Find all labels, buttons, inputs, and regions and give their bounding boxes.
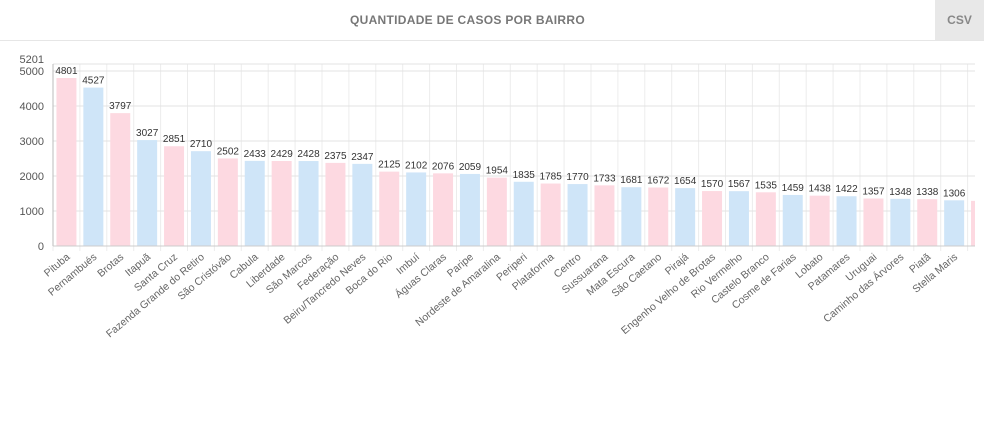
bar-value-label: 1 [978,189,984,200]
bar-value-label: 3797 [109,101,132,112]
bar-value-label: 1348 [889,187,912,198]
bar [486,177,507,246]
bar-value-label: 1535 [755,180,778,191]
y-tick-label: 4000 [20,101,44,113]
bar-value-label: 1422 [835,184,858,195]
y-tick-label: 5201 [20,54,44,66]
bar [137,140,158,246]
y-tick-label: 1000 [20,206,44,218]
bar-value-label: 2428 [297,149,320,160]
bar-value-label: 2102 [405,160,428,171]
bar-value-label: 2851 [163,134,186,145]
bar [648,187,669,246]
bar [621,187,642,246]
bar [406,172,427,246]
bar-value-label: 1570 [701,179,724,190]
bar [675,188,696,246]
bar-value-label: 1733 [593,173,616,184]
bar [271,161,292,246]
bar-value-label: 1672 [647,175,670,186]
bar-value-label: 2347 [351,152,374,163]
bar [836,196,857,246]
bar-value-label: 1306 [943,188,966,199]
bar [890,198,911,246]
bar-value-label: 1459 [782,183,805,194]
y-tick-label: 5000 [20,66,44,78]
bar [944,200,965,246]
bar-value-label: 2433 [244,149,267,160]
bar [702,191,723,246]
y-tick-label: 2000 [20,171,44,183]
bar [352,163,373,246]
bar [540,183,561,246]
bar-value-label: 1835 [513,170,536,181]
bar [379,171,400,246]
csv-export-button[interactable]: CSV [935,0,984,40]
bar-value-label: 2375 [324,151,347,162]
x-tick-label: Brotas [95,251,126,280]
bar [325,162,346,246]
bar [164,146,185,246]
bar [728,191,749,246]
bar [244,160,265,246]
bar [217,158,238,246]
bar-value-label: 2125 [378,160,401,171]
bar [809,195,830,246]
bar [459,173,480,246]
chart-title: QUANTIDADE DE CASOS POR BAIRRO [349,13,585,27]
y-tick-label: 0 [38,241,44,253]
bar-value-label: 1681 [620,175,643,186]
chart-header: QUANTIDADE DE CASOS POR BAIRRO CSV [0,0,984,41]
y-tick-label: 3000 [20,136,44,148]
bar-value-label: 2076 [432,161,455,172]
bar-value-label: 1654 [674,176,697,187]
bar-value-label: 2710 [190,139,213,150]
bar-value-label: 3027 [136,128,159,139]
bar [110,113,131,246]
bar [755,192,776,246]
bar [433,173,454,246]
bar-value-label: 1357 [862,187,885,198]
bar-value-label: 2059 [459,162,482,173]
bar-value-label: 1438 [809,184,832,195]
bar-value-label: 1770 [566,172,589,183]
bar-value-label: 2502 [217,146,240,157]
bar-value-label: 4801 [55,66,78,77]
bar-value-label: 2429 [271,149,294,160]
bar [594,185,615,246]
bar [971,200,975,246]
bar [298,161,319,246]
bar [56,77,77,246]
bar-value-label: 1567 [728,179,751,190]
bar [567,184,588,246]
bar-value-label: 4527 [82,76,105,87]
bar-value-label: 1785 [540,172,563,183]
bars-group: 4801 4527 3797 3027 2851 2710 2502 2433 2429 2428… [55,66,984,246]
bar [782,194,803,246]
bar [513,181,534,246]
bar-value-label: 1338 [916,187,939,198]
bar [917,199,938,246]
bar [863,198,884,246]
bar [190,151,211,246]
bar-value-label: 1954 [486,166,509,177]
bar [83,87,104,246]
